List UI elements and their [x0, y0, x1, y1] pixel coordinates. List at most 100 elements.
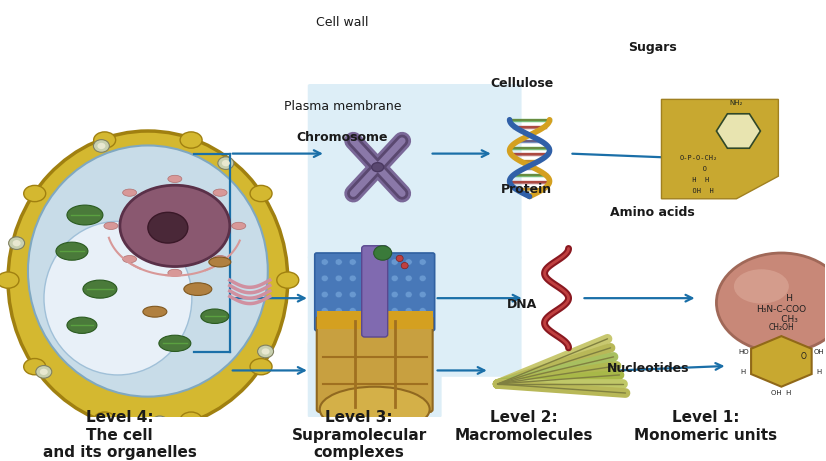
Ellipse shape [363, 307, 370, 314]
Text: CH₃: CH₃ [764, 315, 798, 325]
Ellipse shape [349, 307, 356, 314]
Text: CH₂OH: CH₂OH [768, 324, 795, 332]
Text: Cell wall: Cell wall [316, 17, 368, 30]
Ellipse shape [180, 412, 202, 428]
Ellipse shape [250, 185, 272, 201]
Ellipse shape [24, 185, 45, 201]
Text: Nucleotides: Nucleotides [606, 362, 689, 375]
Text: NH₂: NH₂ [729, 100, 743, 106]
Ellipse shape [0, 272, 19, 288]
FancyBboxPatch shape [362, 246, 387, 337]
Ellipse shape [406, 259, 412, 265]
Text: Level 1:
Monomeric units: Level 1: Monomeric units [634, 410, 777, 443]
Ellipse shape [363, 275, 370, 282]
Ellipse shape [401, 262, 408, 269]
Ellipse shape [104, 222, 118, 230]
Ellipse shape [406, 291, 412, 298]
Ellipse shape [156, 419, 164, 426]
FancyBboxPatch shape [308, 256, 521, 377]
Ellipse shape [320, 387, 430, 432]
Text: OH  H: OH H [771, 390, 791, 396]
Ellipse shape [349, 259, 356, 265]
Ellipse shape [262, 349, 269, 355]
Ellipse shape [373, 246, 392, 260]
Ellipse shape [67, 205, 103, 225]
Text: HO: HO [738, 349, 748, 355]
Ellipse shape [321, 307, 328, 314]
Ellipse shape [250, 359, 272, 375]
Ellipse shape [419, 259, 426, 265]
Ellipse shape [321, 275, 328, 282]
Ellipse shape [222, 160, 230, 166]
Ellipse shape [258, 345, 273, 358]
Ellipse shape [120, 185, 230, 266]
Ellipse shape [93, 140, 109, 152]
Ellipse shape [122, 255, 136, 263]
FancyBboxPatch shape [308, 84, 521, 259]
Text: Protein: Protein [501, 183, 552, 196]
Text: H₃N-C-COO: H₃N-C-COO [757, 305, 806, 313]
Text: H: H [741, 369, 746, 375]
Ellipse shape [28, 146, 268, 396]
FancyBboxPatch shape [316, 311, 433, 329]
Text: OH: OH [814, 349, 824, 355]
Ellipse shape [372, 163, 384, 171]
Ellipse shape [406, 275, 412, 282]
Ellipse shape [122, 189, 136, 196]
Text: Sugars: Sugars [628, 41, 676, 54]
Ellipse shape [392, 275, 398, 282]
Ellipse shape [148, 213, 188, 243]
Ellipse shape [12, 240, 21, 246]
Ellipse shape [40, 369, 48, 375]
Ellipse shape [396, 255, 403, 261]
Ellipse shape [168, 269, 182, 277]
Ellipse shape [335, 307, 342, 314]
Ellipse shape [377, 307, 384, 314]
Ellipse shape [56, 242, 88, 260]
Ellipse shape [406, 307, 412, 314]
Text: O: O [690, 166, 707, 172]
Text: Level 4:
The cell
and its organelles: Level 4: The cell and its organelles [43, 410, 197, 460]
Ellipse shape [24, 359, 45, 375]
Ellipse shape [392, 259, 398, 265]
Ellipse shape [93, 132, 116, 148]
Ellipse shape [218, 157, 234, 170]
Ellipse shape [180, 132, 202, 148]
Text: Cellulose: Cellulose [490, 77, 553, 90]
Ellipse shape [419, 307, 426, 314]
Polygon shape [716, 114, 761, 148]
Text: H: H [769, 294, 793, 303]
Ellipse shape [335, 275, 342, 282]
Text: Level 3:
Supramolecular
complexes: Level 3: Supramolecular complexes [292, 410, 427, 460]
Ellipse shape [201, 309, 229, 324]
Ellipse shape [734, 269, 789, 304]
Ellipse shape [97, 143, 106, 149]
Text: Chromosome: Chromosome [297, 131, 388, 144]
Text: H: H [817, 369, 822, 375]
Ellipse shape [44, 221, 192, 375]
Ellipse shape [349, 291, 356, 298]
Ellipse shape [377, 275, 384, 282]
Ellipse shape [232, 222, 246, 230]
Ellipse shape [168, 175, 182, 183]
Ellipse shape [335, 259, 342, 265]
Ellipse shape [335, 291, 342, 298]
Ellipse shape [377, 291, 384, 298]
Ellipse shape [93, 412, 116, 428]
Ellipse shape [363, 291, 370, 298]
Ellipse shape [159, 335, 191, 351]
Ellipse shape [67, 317, 97, 333]
Ellipse shape [716, 253, 826, 352]
Ellipse shape [209, 257, 230, 267]
Text: O: O [800, 352, 806, 361]
Polygon shape [751, 336, 812, 387]
FancyBboxPatch shape [316, 316, 433, 412]
Ellipse shape [184, 283, 211, 296]
Text: Plasma membrane: Plasma membrane [284, 100, 401, 112]
Ellipse shape [83, 280, 117, 298]
Ellipse shape [8, 237, 25, 249]
Text: Level 2:
Macromolecules: Level 2: Macromolecules [455, 410, 593, 443]
Ellipse shape [277, 272, 299, 288]
Ellipse shape [321, 291, 328, 298]
Text: H  H: H H [688, 177, 709, 183]
